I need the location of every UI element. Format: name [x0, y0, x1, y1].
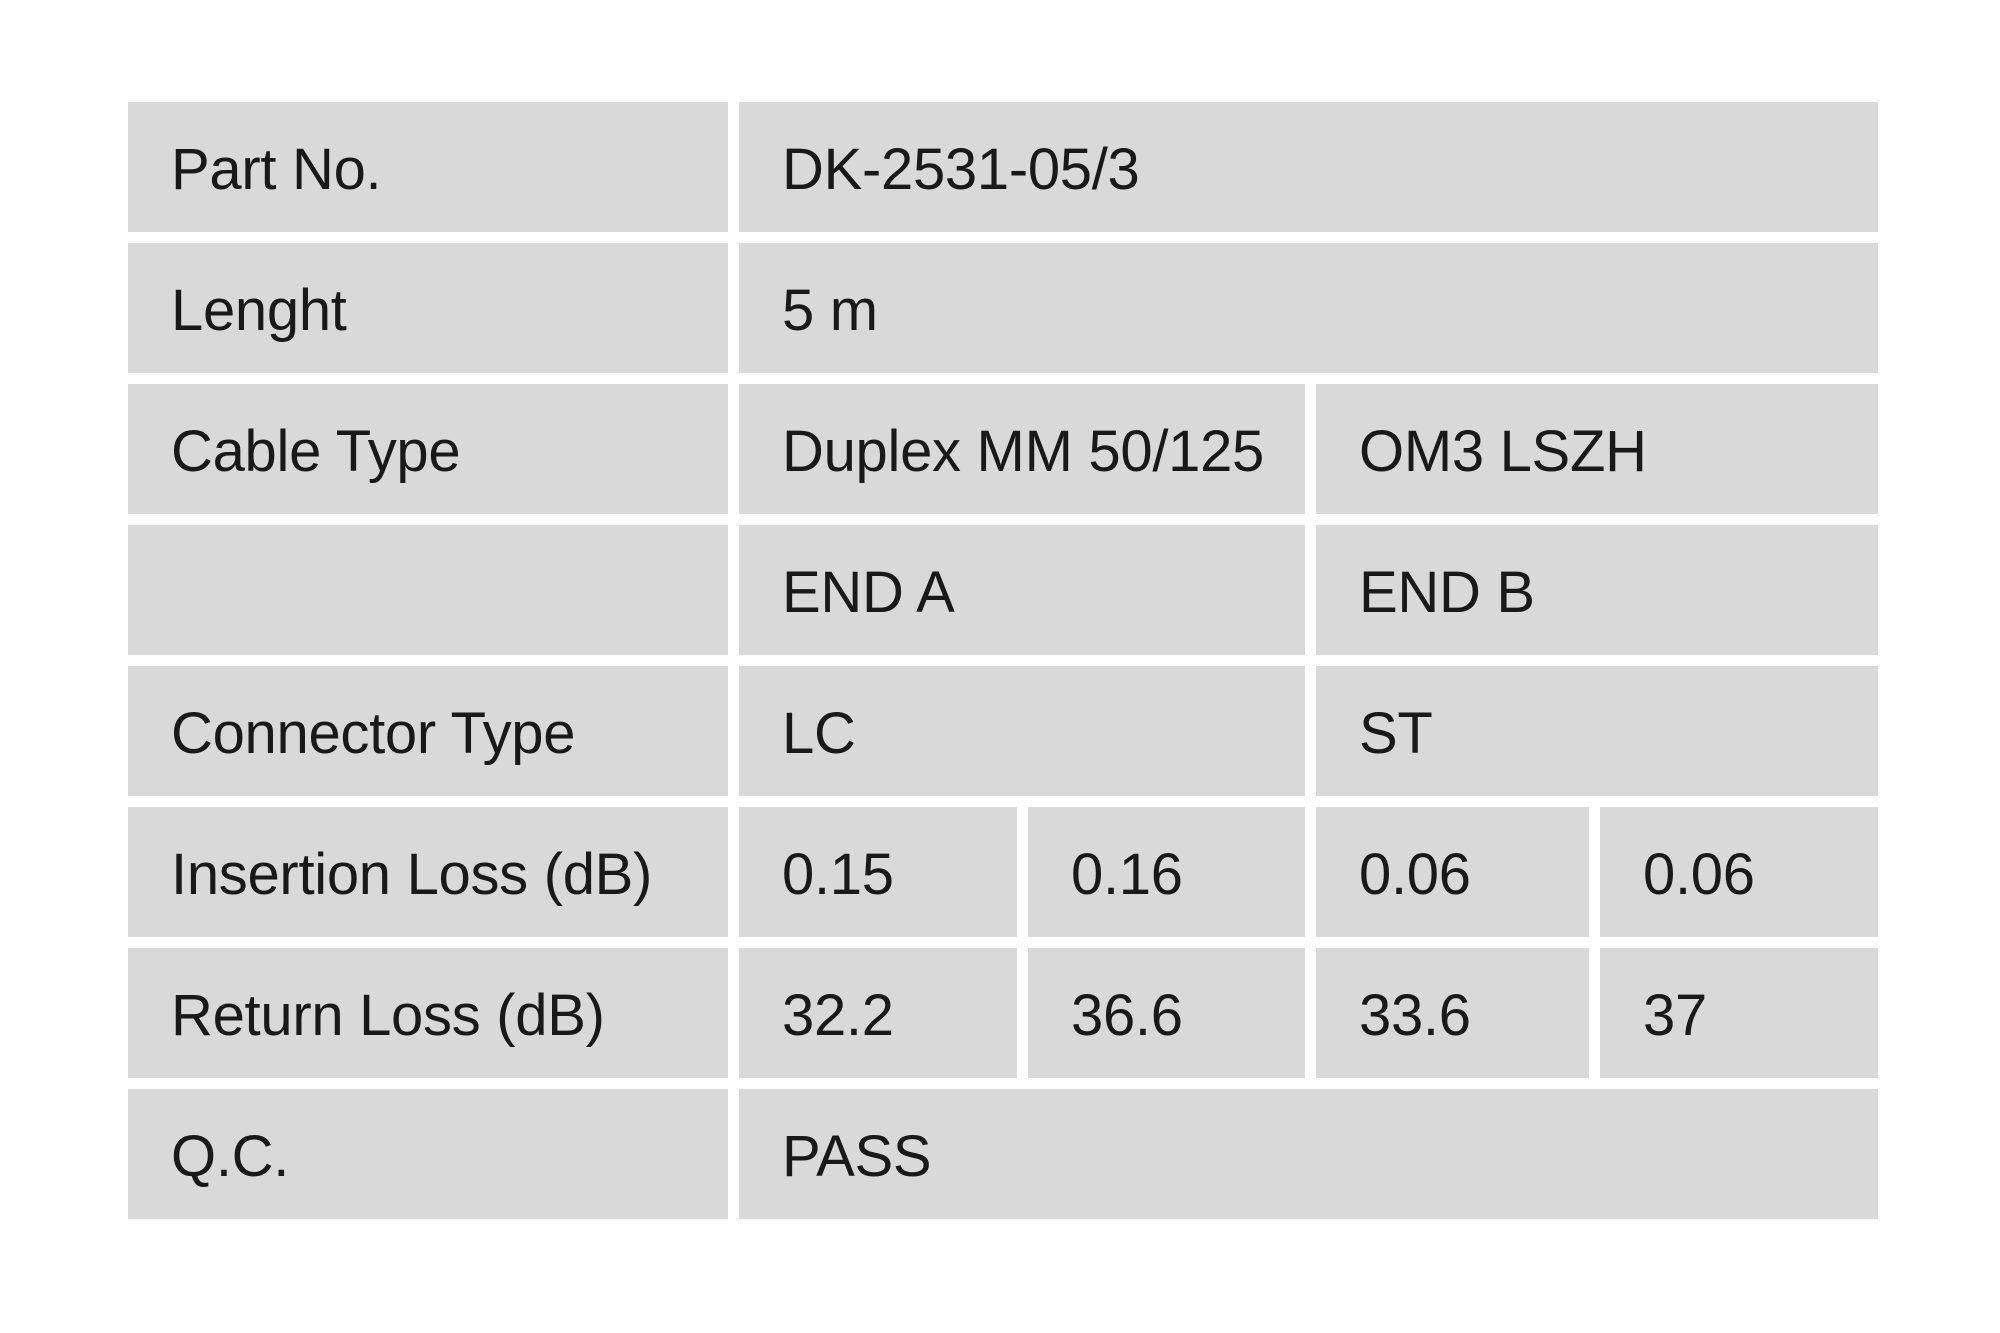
- end-b-header-cell: END B: [1316, 525, 1878, 655]
- cable-type-value-a-cell: Duplex MM 50/125: [739, 384, 1305, 514]
- return-loss-value-cell: 33.6: [1316, 948, 1589, 1078]
- return-loss-value-cell: 32.2: [739, 948, 1017, 1078]
- insertion-loss-value-cell: 0.16: [1028, 807, 1305, 937]
- return-loss-label-cell: Return Loss (dB): [128, 948, 728, 1078]
- insertion-loss-value-cell: 0.06: [1600, 807, 1878, 937]
- return-loss-value-cell: 36.6: [1028, 948, 1305, 1078]
- empty-label-cell: [128, 525, 728, 655]
- part-no-label-cell: Part No.: [128, 102, 728, 232]
- connector-type-label-cell: Connector Type: [128, 666, 728, 796]
- insertion-loss-value-cell: 0.06: [1316, 807, 1589, 937]
- part-no-value-cell: DK-2531-05/3: [739, 102, 1878, 232]
- qc-label-cell: Q.C.: [128, 1089, 728, 1219]
- insertion-loss-value-cell: 0.15: [739, 807, 1017, 937]
- cable-type-label-cell: Cable Type: [128, 384, 728, 514]
- qc-result-cell: PASS: [739, 1089, 1878, 1219]
- qc-spec-table: Part No. DK-2531-05/3 Lenght 5 m Cable T…: [128, 102, 1878, 1219]
- end-a-header-cell: END A: [739, 525, 1305, 655]
- connector-type-end-a-cell: LC: [739, 666, 1305, 796]
- cable-type-value-b-cell: OM3 LSZH: [1316, 384, 1878, 514]
- connector-type-end-b-cell: ST: [1316, 666, 1878, 796]
- return-loss-value-cell: 37: [1600, 948, 1878, 1078]
- insertion-loss-label-cell: Insertion Loss (dB): [128, 807, 728, 937]
- length-label-cell: Lenght: [128, 243, 728, 373]
- length-value-cell: 5 m: [739, 243, 1878, 373]
